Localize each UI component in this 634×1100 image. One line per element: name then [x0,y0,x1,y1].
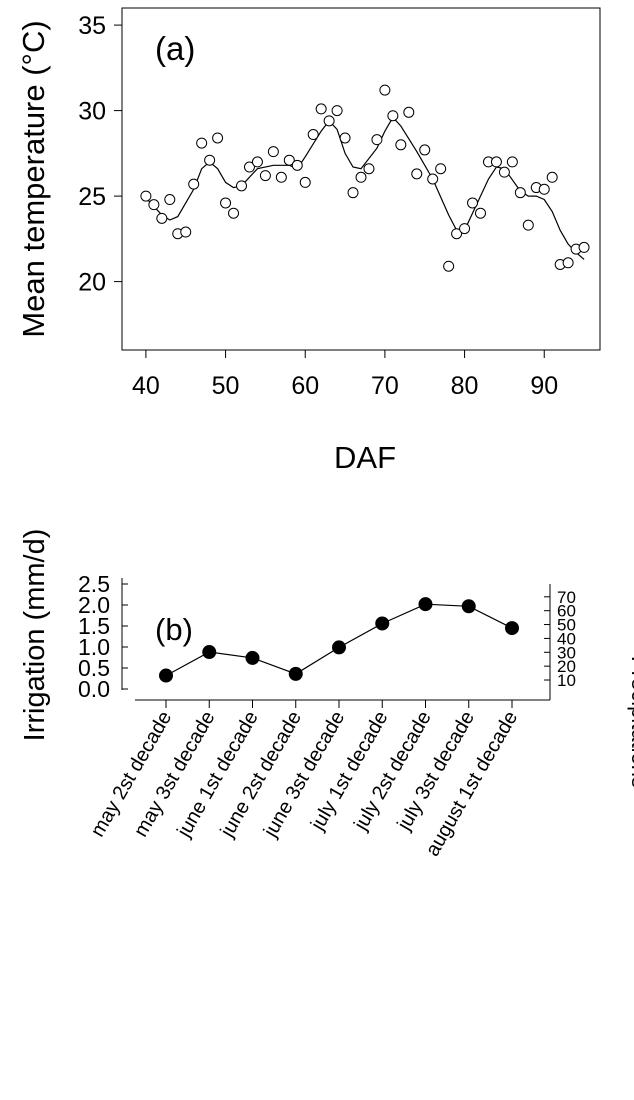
x-tick-label: 70 [371,372,399,400]
data-point [236,180,247,192]
data-point [267,146,279,158]
y-tick-label: 0.0 [78,676,110,702]
x-tick-label: 50 [212,372,240,400]
data-point [180,226,192,238]
data-point [275,171,287,183]
data-point [196,137,208,149]
data-point [331,105,343,117]
data-point [461,599,476,614]
plot-frame [121,7,601,351]
data-point [347,187,359,199]
data-point [243,161,255,173]
data-point [498,166,510,178]
data-point [403,106,415,118]
data-point [435,163,447,175]
data-point [467,197,479,209]
data-point [188,178,200,190]
data-point [164,194,176,206]
y-tick-label: 30 [78,98,106,126]
data-point [148,199,160,211]
y-tick-label: 2.0 [78,592,110,618]
data-point [459,223,471,235]
data-point [355,171,367,183]
data-point [443,260,455,272]
data-point [475,207,486,219]
data-point [387,110,399,122]
panel-label: (a) [155,30,195,67]
data-point [375,616,390,631]
data-point [245,650,260,665]
x-tick-label: 80 [451,372,479,400]
data-point [204,154,216,166]
data-point [379,84,391,96]
data-point [490,156,502,168]
data-point [418,597,433,612]
y2-tick-label: 60 [557,602,576,621]
data-point [307,129,319,141]
y-tick-label: 20 [78,269,106,297]
data-point [506,156,518,168]
y2-tick-label: 50 [557,616,576,635]
y-axis-label: Mean temperature (°C) [16,20,51,337]
data-point [291,159,303,171]
data-point [159,668,173,683]
y2-tick-label: 20 [557,657,576,676]
y-tick-label: 1.0 [78,634,110,660]
data-point [299,176,311,188]
data-point [538,183,550,195]
data-point [332,640,346,655]
panel-label: (b) [155,612,193,647]
panel-a-temperature-chart: 20 25 30 35 40 50 60 70 80 90 DAF Mean temperature … [16,7,601,475]
x-tick-label: 60 [291,372,319,400]
series-line [165,603,513,677]
data-point [505,621,519,636]
y-tick-label: 0.5 [78,655,110,681]
x-axis-label: DAF [334,440,396,475]
data-point [220,197,232,209]
smoothed-trend-line [145,116,585,260]
y-tick-label: 2.5 [78,571,110,597]
data-point [202,645,217,660]
x-tick-label: 40 [132,372,160,400]
data-point [578,241,590,253]
data-point [228,207,240,219]
y2-tick-label: 30 [557,643,576,662]
data-point [259,170,271,182]
y2-tick-label: 10 [557,671,576,690]
data-point [546,171,558,183]
data-point [339,132,351,144]
y2-tick-label: 40 [557,629,576,648]
data-point [363,163,375,175]
data-point [419,144,431,156]
y2-tick-label: 70 [557,588,576,607]
data-point [395,139,407,151]
data-point [522,219,534,231]
data-point [288,666,303,681]
data-point [323,115,335,127]
data-point [140,190,152,202]
data-point [371,134,383,146]
data-point [315,103,327,115]
data-point [212,132,224,144]
data-point [514,187,526,199]
y-tick-label: 35 [78,12,106,40]
data-point [283,154,295,166]
y2-axis-label: Precipitations [627,656,634,788]
data-point [451,228,463,240]
x-tick-label: 90 [530,372,558,400]
data-point [411,168,423,180]
data-point [427,173,439,185]
data-point [251,156,263,168]
y-tick-label: 25 [78,183,106,211]
data-point [562,257,574,269]
y-axis-label: Irrigation (mm/d) [19,529,51,742]
data-point [156,212,168,224]
y-tick-label: 1.5 [78,613,110,639]
